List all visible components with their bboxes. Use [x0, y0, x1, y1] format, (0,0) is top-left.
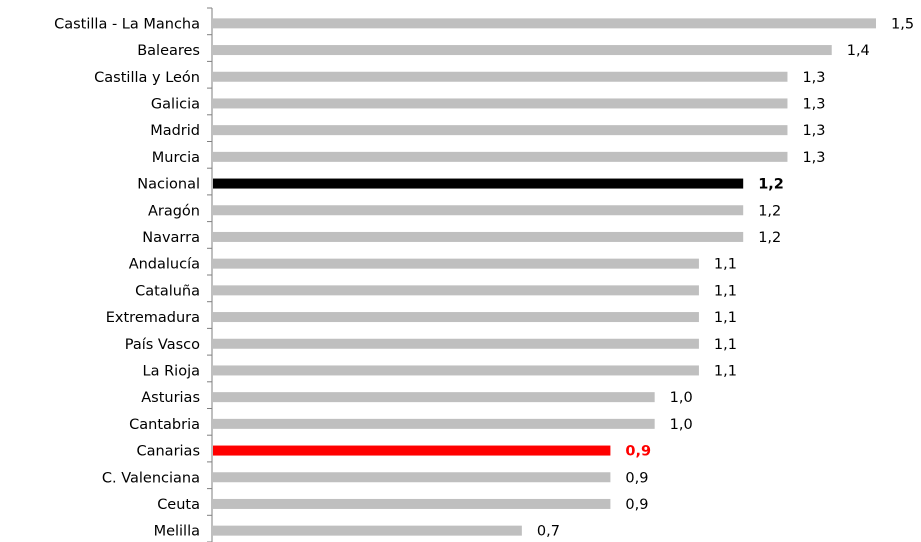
bar-murcia [213, 151, 788, 162]
bar-andalucía [213, 258, 699, 269]
category-label: Canarias [136, 444, 200, 460]
category-label: Cantabria [129, 417, 200, 433]
category-label: Murcia [152, 150, 200, 166]
value-label: 1,0 [670, 390, 693, 406]
bar-c-valenciana [213, 472, 611, 483]
value-label: 1,2 [758, 203, 781, 219]
bar-nacional [213, 178, 744, 189]
category-label: C. Valenciana [102, 470, 200, 486]
value-label: 1,1 [714, 363, 737, 379]
category-label: Baleares [137, 43, 200, 59]
value-label: 1,1 [714, 283, 737, 299]
value-label: 0,9 [625, 470, 648, 486]
bar-cantabria [213, 418, 655, 429]
bar-madrid [213, 125, 788, 136]
value-label: 1,4 [847, 43, 870, 59]
value-label: 1,2 [758, 177, 784, 193]
bar-aragón [213, 205, 744, 216]
value-label: 1,1 [714, 310, 737, 326]
value-label: 1,3 [802, 96, 825, 112]
bar-castilla-la-mancha [213, 18, 876, 29]
bar-castilla-y-león [213, 71, 788, 82]
category-label: Castilla y León [94, 70, 200, 86]
axis-layer [207, 7, 213, 542]
category-label: Cataluña [135, 283, 200, 299]
category-labels: Castilla - La Mancha Baleares Castilla y L… [54, 16, 200, 539]
value-label: 0,9 [625, 497, 648, 513]
category-label: Asturias [141, 390, 200, 406]
category-label: Ceuta [157, 497, 200, 513]
bar-baleares [213, 45, 832, 56]
bars [213, 18, 876, 536]
category-label: Aragón [148, 203, 200, 219]
category-label: Galicia [151, 96, 200, 112]
value-labels: 1,5 1,4 1,3 1,3 1,3 1,3 1,2 1,2 1,2 1,1 1,1 1,1 1,1 1… [537, 16, 914, 539]
bar-melilla [213, 525, 522, 536]
bar-país-vasco [213, 338, 699, 349]
bar-cataluña [213, 285, 699, 296]
bar-extremadura [213, 312, 699, 323]
value-label: 1,1 [714, 257, 737, 273]
bar-ceuta [213, 498, 611, 509]
bar-la-rioja [213, 365, 699, 376]
value-label: 1,2 [758, 230, 781, 246]
value-label: 1,3 [802, 123, 825, 139]
category-label: Navarra [142, 230, 200, 246]
value-label: 1,0 [670, 417, 693, 433]
value-label: 1,5 [891, 16, 914, 32]
value-label: 0,7 [537, 524, 560, 540]
bar-galicia [213, 98, 788, 109]
category-label: Melilla [154, 524, 200, 540]
bar-canarias [213, 445, 611, 456]
category-label: Madrid [150, 123, 200, 139]
value-label: 1,1 [714, 337, 737, 353]
category-label: Andalucía [129, 257, 200, 273]
value-label: 1,3 [802, 150, 825, 166]
bar-asturias [213, 392, 655, 403]
category-label: Extremadura [106, 310, 200, 326]
category-label: La Rioja [143, 363, 200, 379]
category-label: Nacional [137, 177, 200, 193]
category-label: País Vasco [125, 337, 200, 353]
value-label: 1,3 [802, 70, 825, 86]
category-label: Castilla - La Mancha [54, 16, 200, 32]
value-label: 0,9 [625, 444, 651, 460]
bar-navarra [213, 231, 744, 242]
